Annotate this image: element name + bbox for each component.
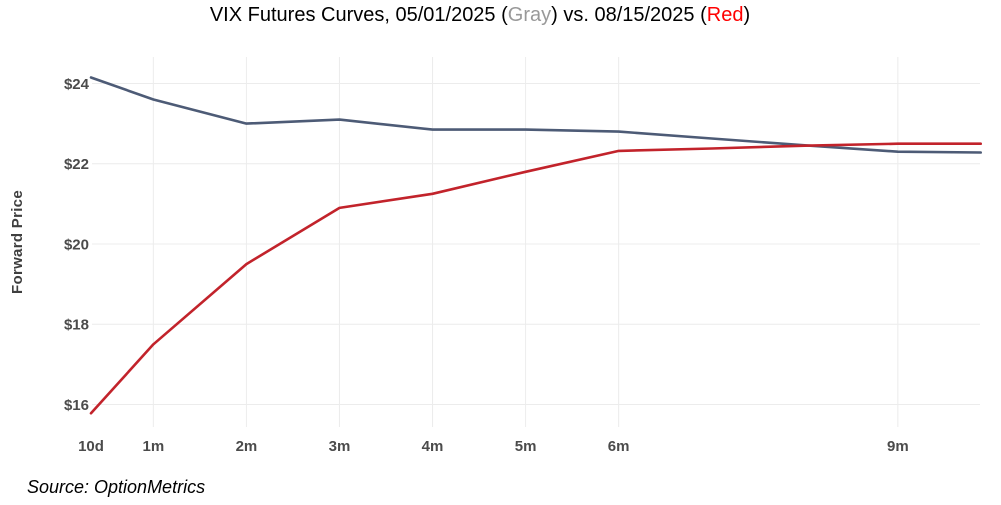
y-axis-tick-labels: $16 $18 $20 $22 $24: [64, 76, 90, 414]
y-axis-title: Forward Price: [9, 190, 26, 294]
x-tick-label: 9m: [887, 438, 909, 455]
title-text-mid: ) vs. 08/15/2025 (: [551, 4, 707, 26]
y-tick-label: $20: [64, 236, 89, 253]
title-gray-word: Gray: [507, 4, 552, 26]
title-text-left: VIX Futures Curves, 05/01/2025 (: [209, 4, 508, 26]
y-tick-label: $24: [64, 76, 90, 93]
vertical-gridlines: [152, 57, 899, 427]
series-line-gray: [89, 76, 983, 154]
series-line-red: [89, 142, 983, 415]
title-text-right: ): [743, 4, 751, 26]
series-lines: [89, 76, 983, 415]
title-red-word: Red: [706, 4, 744, 26]
x-tick-label: 3m: [329, 438, 351, 455]
x-tick-label: 10d: [78, 438, 104, 455]
source-caption: Source: OptionMetrics: [27, 477, 206, 497]
x-tick-label: 5m: [515, 438, 537, 455]
x-tick-label: 6m: [608, 438, 630, 455]
x-tick-label: 2m: [236, 438, 258, 455]
y-tick-label: $22: [64, 156, 89, 173]
chart-title: VIX Futures Curves, 05/01/2025 (Gray) vs…: [0, 3, 960, 27]
y-tick-label: $16: [64, 397, 89, 414]
horizontal-gridlines: [92, 83, 980, 405]
y-tick-label: $18: [64, 317, 89, 334]
x-tick-label: 4m: [422, 438, 444, 455]
x-axis-tick-labels: 10d 1m 2m 3m 4m 5m 6m 9m: [78, 438, 909, 455]
x-tick-label: 1m: [143, 438, 165, 455]
